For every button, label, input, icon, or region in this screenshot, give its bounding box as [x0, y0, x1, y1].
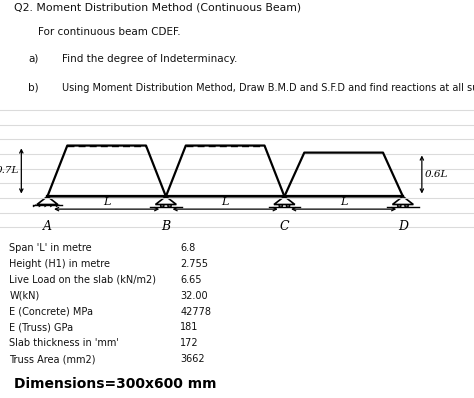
- Text: D: D: [398, 220, 408, 232]
- Text: E (Truss) GPa: E (Truss) GPa: [9, 322, 73, 332]
- Text: 0.7L: 0.7L: [0, 166, 19, 176]
- Text: Using Moment Distribution Method, Draw B.M.D and S.F.D and find reactions at all: Using Moment Distribution Method, Draw B…: [62, 83, 474, 93]
- Text: 2.755: 2.755: [180, 259, 208, 269]
- Text: 42778: 42778: [180, 306, 211, 316]
- Text: Span 'L' in metre: Span 'L' in metre: [9, 243, 92, 253]
- Text: Slab thickness in 'mm': Slab thickness in 'mm': [9, 338, 119, 348]
- Text: 172: 172: [180, 338, 199, 348]
- Text: Q2. Moment Distribution Method (Continuous Beam): Q2. Moment Distribution Method (Continuo…: [14, 3, 301, 13]
- Text: L: L: [103, 197, 110, 207]
- Text: 0.6L: 0.6L: [424, 170, 447, 179]
- Text: 3662: 3662: [180, 354, 205, 364]
- Text: 6.65: 6.65: [180, 275, 201, 285]
- Text: For continuous beam CDEF.: For continuous beam CDEF.: [38, 27, 181, 37]
- Text: C: C: [280, 220, 289, 232]
- Text: Dimensions=300x600 mm: Dimensions=300x600 mm: [14, 377, 217, 391]
- Text: 181: 181: [180, 322, 199, 332]
- Text: W(kN): W(kN): [9, 291, 40, 301]
- Text: Height (H1) in metre: Height (H1) in metre: [9, 259, 110, 269]
- Text: Live Load on the slab (kN/m2): Live Load on the slab (kN/m2): [9, 275, 156, 285]
- Text: 32.00: 32.00: [180, 291, 208, 301]
- Text: E (Concrete) MPa: E (Concrete) MPa: [9, 306, 93, 316]
- Text: L: L: [340, 197, 347, 207]
- Text: Truss Area (mm2): Truss Area (mm2): [9, 354, 96, 364]
- Text: b): b): [28, 83, 39, 93]
- Text: 6.8: 6.8: [180, 243, 195, 253]
- Text: B: B: [161, 220, 171, 232]
- Text: L: L: [221, 197, 229, 207]
- Text: Find the degree of Indeterminacy.: Find the degree of Indeterminacy.: [62, 54, 237, 64]
- Text: a): a): [28, 54, 39, 64]
- Text: A: A: [43, 220, 52, 232]
